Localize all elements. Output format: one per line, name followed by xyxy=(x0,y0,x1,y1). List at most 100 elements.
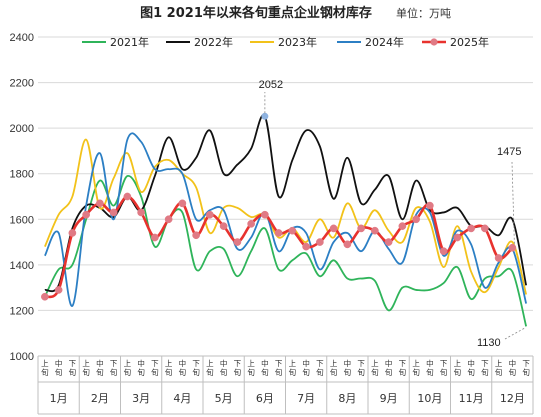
data-point-2025年 xyxy=(233,238,242,246)
annotation-point-2052 xyxy=(261,112,269,120)
data-point-2025年 xyxy=(357,224,365,233)
month-label: 2月 xyxy=(91,392,109,405)
x-tick-label: 上旬 xyxy=(371,359,379,377)
month-label: 6月 xyxy=(256,392,274,405)
data-point-2025年 xyxy=(288,226,297,235)
x-tick-label: 下旬 xyxy=(234,359,242,377)
data-point-2025年 xyxy=(494,254,503,262)
data-point-2025年 xyxy=(137,208,145,217)
month-label: 8月 xyxy=(338,392,356,405)
month-label: 5月 xyxy=(215,392,233,405)
x-tick-label: 下旬 xyxy=(399,359,407,377)
x-tick-label: 下旬 xyxy=(357,359,365,377)
x-tick-label: 下旬 xyxy=(481,359,489,377)
x-tick-label: 上旬 xyxy=(206,359,214,377)
data-point-2025年 xyxy=(68,229,77,237)
y-tick-label: 1600 xyxy=(10,214,34,226)
data-point-2025年 xyxy=(426,201,434,210)
x-tick-label: 上旬 xyxy=(495,359,503,377)
data-point-2025年 xyxy=(467,224,475,233)
x-tick-label: 中旬 xyxy=(261,358,269,377)
x-tick-label: 下旬 xyxy=(316,359,324,377)
legend-label: 2025年 xyxy=(450,35,489,49)
x-tick-label: 上旬 xyxy=(412,359,420,377)
x-tick-label: 上旬 xyxy=(289,359,297,377)
data-point-2025年 xyxy=(219,222,228,230)
month-label: 1月 xyxy=(50,392,68,405)
x-tick-label: 上旬 xyxy=(330,359,338,377)
x-tick-label: 下旬 xyxy=(69,359,77,377)
x-tick-label: 上旬 xyxy=(41,359,49,377)
x-tick-label: 下旬 xyxy=(192,359,200,377)
data-point-2025年 xyxy=(109,208,118,217)
legend-marker-2025年 xyxy=(430,38,438,46)
plot-area: 10001200140016001800200022002400上旬中旬下旬上旬… xyxy=(10,32,534,415)
month-label: 7月 xyxy=(297,392,315,405)
data-point-2025年 xyxy=(481,224,489,233)
x-tick-label: 中旬 xyxy=(96,358,104,377)
legend-label: 2024年 xyxy=(365,35,404,49)
x-tick-label: 中旬 xyxy=(302,358,310,377)
month-label: 12月 xyxy=(500,392,525,405)
x-tick-label: 中旬 xyxy=(179,358,187,377)
annotation-leader-1475 xyxy=(511,161,515,244)
month-label: 3月 xyxy=(132,392,150,405)
data-point-2025年 xyxy=(439,247,448,256)
month-label: 4月 xyxy=(173,392,191,405)
x-tick-label: 中旬 xyxy=(426,358,434,377)
x-tick-label: 下旬 xyxy=(522,359,530,377)
x-tick-label: 上旬 xyxy=(124,359,132,377)
data-point-2025年 xyxy=(82,210,90,219)
x-tick-label: 中旬 xyxy=(509,358,517,377)
x-tick-label: 上旬 xyxy=(165,359,173,377)
data-point-2025年 xyxy=(54,286,63,294)
y-tick-label: 2200 xyxy=(10,78,34,90)
y-tick-label: 1400 xyxy=(10,260,34,272)
legend-label: 2021年 xyxy=(110,35,149,49)
unit-label: 单位：万吨 xyxy=(396,6,451,20)
annotation-label-1475: 1475 xyxy=(497,146,521,158)
y-tick-label: 2400 xyxy=(10,32,34,44)
series-line-2024年 xyxy=(44,132,528,307)
x-tick-label: 上旬 xyxy=(454,359,462,377)
x-tick-label: 下旬 xyxy=(440,359,448,377)
series-line-2023年 xyxy=(44,138,528,295)
annotation-label-1130: 1130 xyxy=(477,337,501,349)
data-point-2025年 xyxy=(412,215,420,224)
y-tick-label: 1200 xyxy=(10,305,34,317)
y-tick-label: 1800 xyxy=(10,169,34,181)
legend-label: 2022年 xyxy=(194,35,233,49)
x-tick-label: 上旬 xyxy=(82,359,90,377)
data-point-2025年 xyxy=(164,215,173,224)
data-point-2025年 xyxy=(371,226,379,235)
data-point-2025年 xyxy=(247,219,255,228)
x-tick-label: 上旬 xyxy=(247,359,255,377)
data-point-2025年 xyxy=(192,231,200,240)
data-point-2025年 xyxy=(151,233,159,242)
data-point-2025年 xyxy=(178,199,187,208)
data-point-2025年 xyxy=(274,229,283,237)
data-point-2025年 xyxy=(261,210,269,219)
x-tick-label: 下旬 xyxy=(110,359,118,377)
month-label: 11月 xyxy=(459,392,484,405)
x-tick-label: 中旬 xyxy=(344,358,352,377)
annotation-leader-1130 xyxy=(504,328,525,340)
data-point-2025年 xyxy=(384,238,393,246)
y-tick-label: 2000 xyxy=(10,123,34,135)
x-tick-label: 中旬 xyxy=(385,358,393,377)
x-tick-label: 中旬 xyxy=(137,358,145,377)
series-line-2021年 xyxy=(44,175,528,327)
annotation-label-2052: 2052 xyxy=(259,79,283,91)
data-point-2025年 xyxy=(96,199,104,208)
data-point-2025年 xyxy=(206,210,214,219)
data-point-2025年 xyxy=(453,233,462,242)
y-tick-label: 1000 xyxy=(10,351,34,363)
x-tick-label: 中旬 xyxy=(467,358,475,377)
x-tick-label: 下旬 xyxy=(151,359,159,377)
legend-label: 2023年 xyxy=(278,35,317,49)
month-label: 10月 xyxy=(417,392,442,405)
x-tick-label: 中旬 xyxy=(55,358,63,377)
data-point-2025年 xyxy=(329,224,338,233)
x-tick-label: 下旬 xyxy=(275,359,283,377)
